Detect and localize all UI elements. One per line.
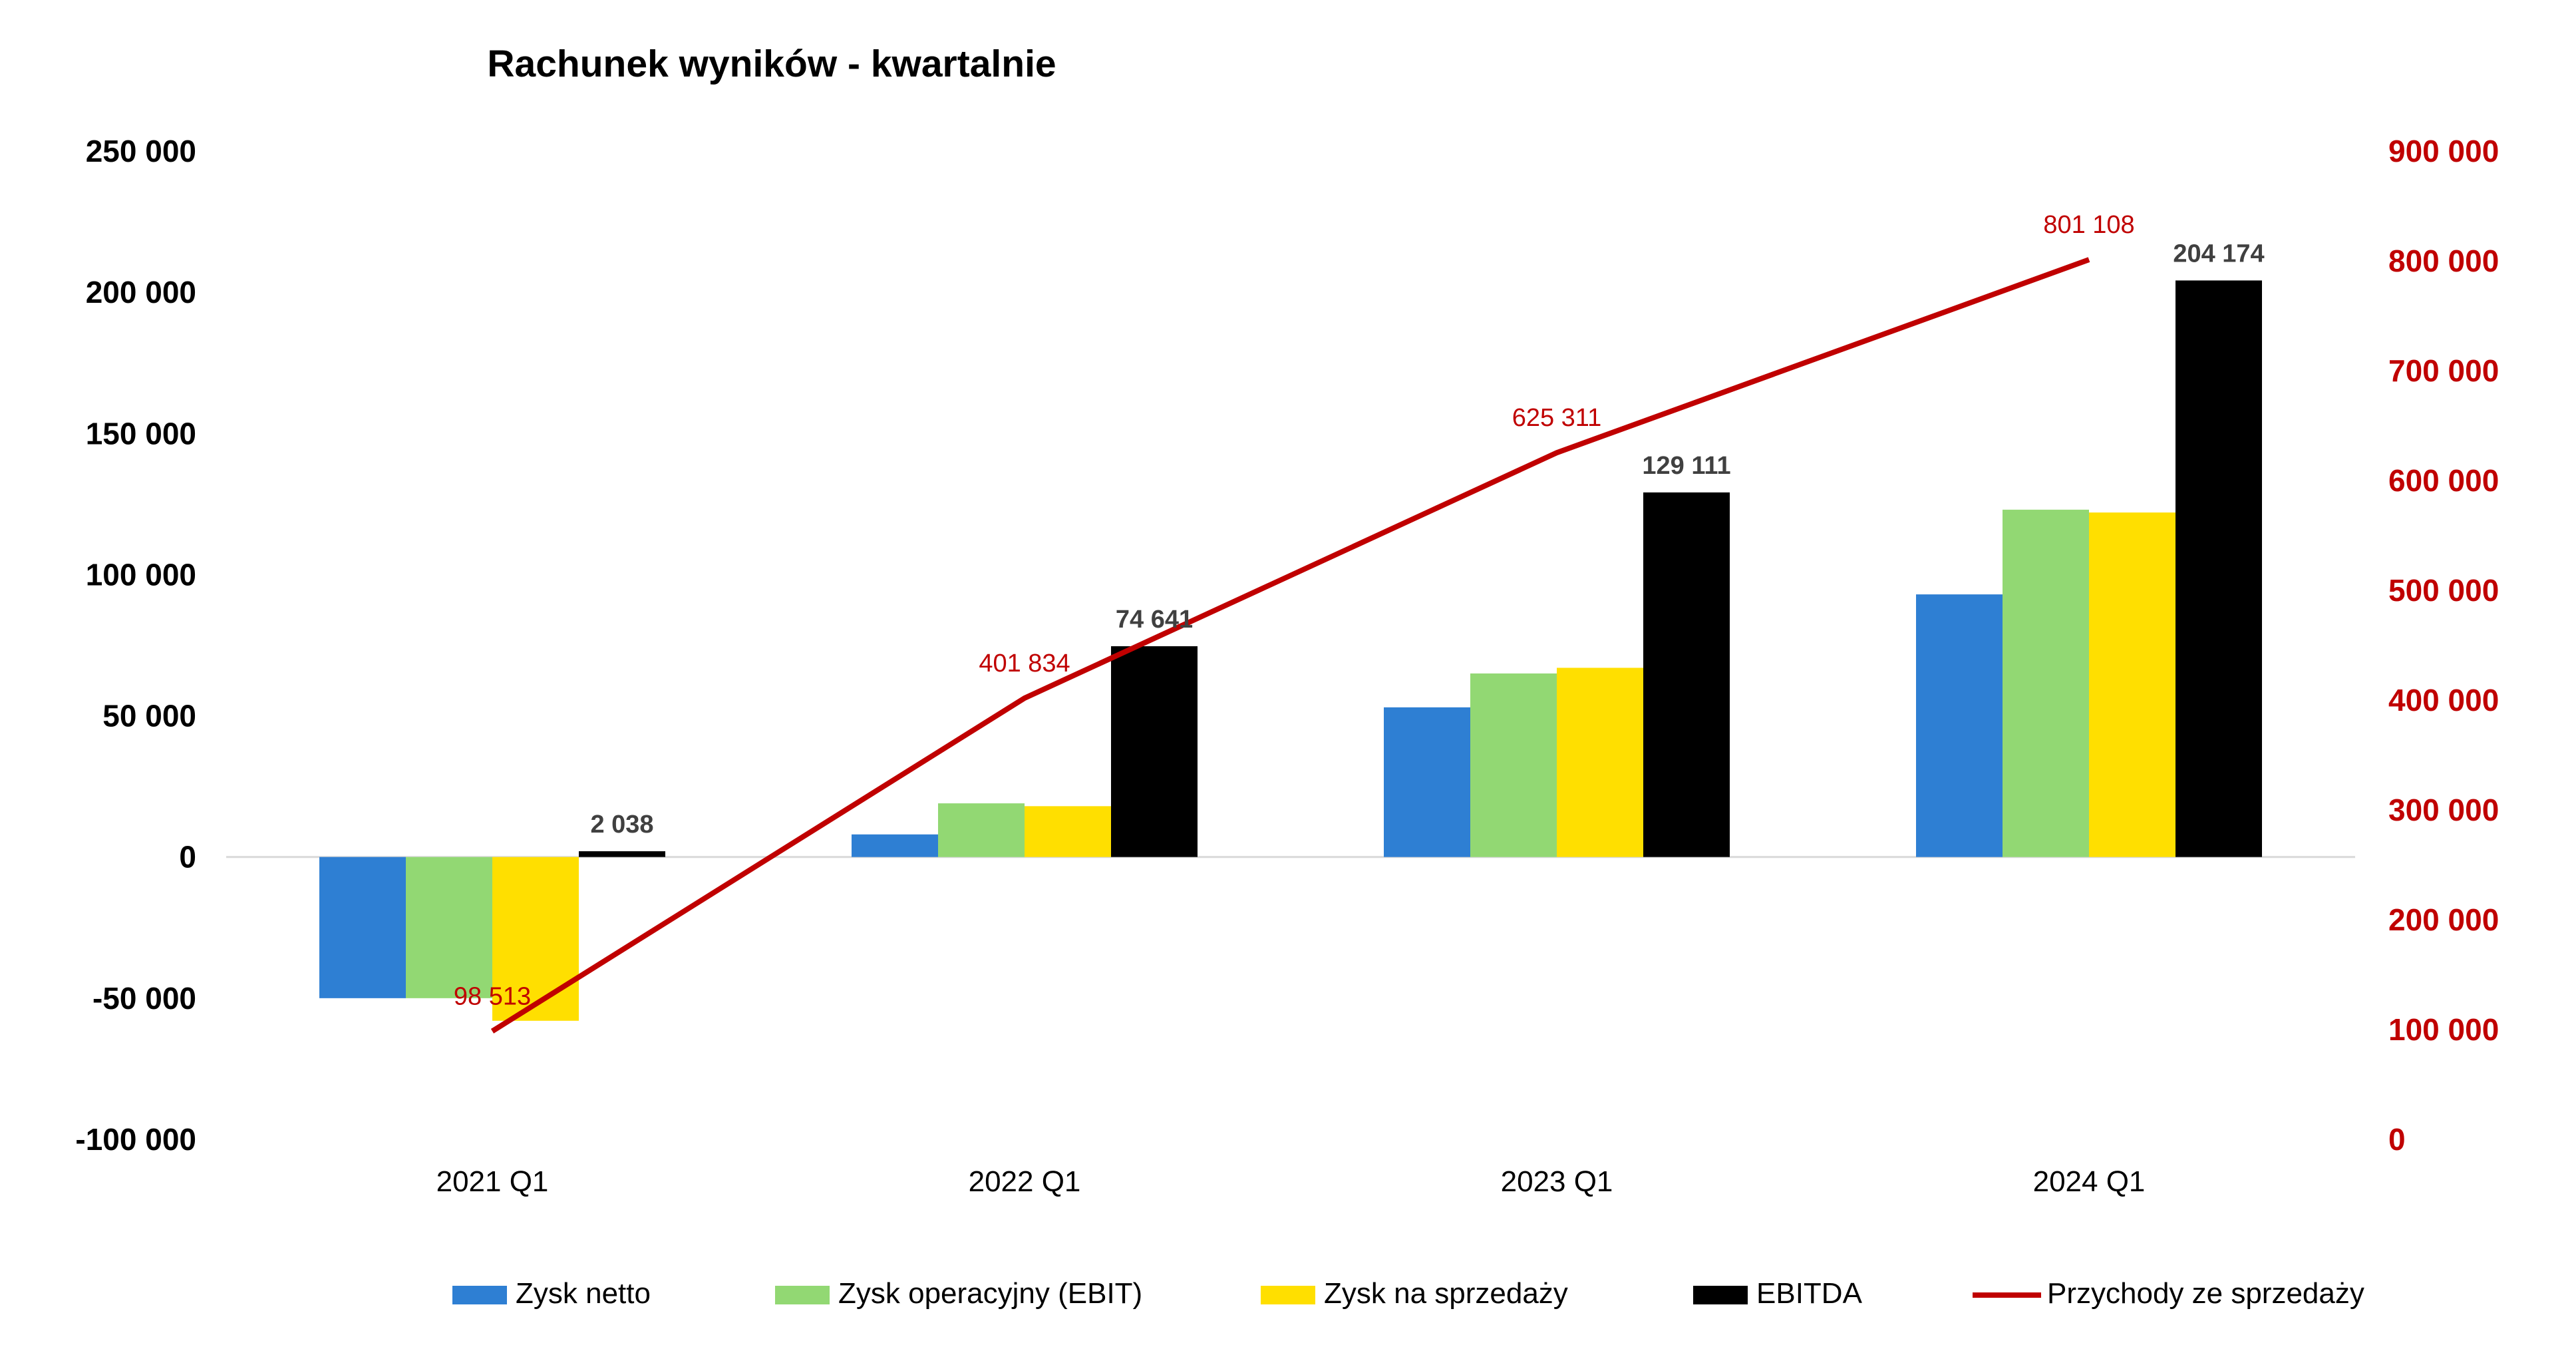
line-data-label: 625 311 — [1512, 404, 1602, 432]
bar-data-label: 129 111 — [1642, 452, 1730, 480]
line-series-group: 98 513 401 834 625 311 801 108 — [454, 211, 2135, 1034]
line-przychody-ze-sprzedazy — [490, 257, 2090, 1034]
bar-ebitda-2 — [1643, 492, 1730, 857]
bar-zysk-operacyjny-ebit--0 — [406, 857, 492, 998]
legend: Zysk netto Zysk operacyjny (EBIT) Zysk na … — [452, 1277, 2364, 1310]
bar-ebitda-0 — [579, 851, 665, 857]
bar-data-label: 204 174 — [2173, 240, 2264, 268]
left-axis-tick-label: 50 000 — [102, 699, 196, 733]
line-data-label: 801 108 — [2043, 211, 2134, 239]
right-axis-tick-label: 200 000 — [2388, 902, 2499, 937]
bar-zysk-na-sprzeda-y-0 — [492, 857, 579, 1021]
legend-label: Zysk netto — [516, 1277, 651, 1310]
line-data-label: 401 834 — [979, 650, 1070, 677]
left-axis-tick-label: 150 000 — [86, 416, 196, 451]
left-axis-tick-label: 250 000 — [86, 134, 196, 168]
right-axis-tick-label: 300 000 — [2388, 793, 2499, 827]
bar-zysk-na-sprzeda-y-2 — [1557, 668, 1643, 857]
legend-label: Zysk na sprzedaży — [1324, 1277, 1568, 1310]
bar-ebitda-1 — [1111, 646, 1198, 857]
legend-swatch — [1693, 1286, 1748, 1304]
right-axis-tick-label: 900 000 — [2388, 134, 2499, 168]
category-label: 2022 Q1 — [969, 1165, 1081, 1198]
category-labels-group: 2021 Q1 2022 Q1 2023 Q1 2024 Q1 — [436, 1165, 2146, 1198]
left-axis-tick-label: -50 000 — [92, 981, 196, 1016]
bar-zysk-na-sprzeda-y-1 — [1025, 806, 1111, 857]
bar-zysk-netto-2 — [1384, 707, 1470, 857]
bar-data-label: 74 641 — [1116, 606, 1193, 634]
left-axis-tick-label: -100 000 — [75, 1122, 196, 1157]
right-axis-tick-label: 500 000 — [2388, 573, 2499, 608]
category-label: 2021 Q1 — [436, 1165, 549, 1198]
right-axis-tick-label: 700 000 — [2388, 353, 2499, 388]
left-axis-tick-label: 100 000 — [86, 557, 196, 592]
bar-series-group — [319, 280, 2262, 1021]
bar-zysk-na-sprzeda-y-3 — [2089, 512, 2175, 857]
bar-zysk-operacyjny-ebit--2 — [1470, 673, 1557, 857]
right-axis-tick-label: 0 — [2388, 1122, 2406, 1157]
category-label: 2024 Q1 — [2033, 1165, 2146, 1198]
line-data-label: 98 513 — [454, 982, 531, 1010]
left-axis: 250 000 200 000 150 000 100 000 50 000 0 -50 0… — [75, 134, 196, 1157]
right-axis-tick-label: 400 000 — [2388, 683, 2499, 717]
bar-labels-group: 2 038 74 641 129 111 204 174 — [590, 240, 2264, 839]
legend-label: EBITDA — [1756, 1277, 1863, 1310]
bar-zysk-operacyjny-ebit--1 — [938, 803, 1025, 857]
right-axis-tick-label: 600 000 — [2388, 463, 2499, 498]
bar-zysk-netto-1 — [852, 834, 938, 857]
chart-title: Rachunek wyników - kwartalnie — [487, 43, 1056, 85]
legend-label: Przychody ze sprzedaży — [2047, 1277, 2364, 1310]
category-label: 2023 Q1 — [1501, 1165, 1613, 1198]
legend-swatch — [775, 1286, 830, 1304]
left-axis-tick-label: 200 000 — [86, 275, 196, 309]
bar-zysk-operacyjny-ebit--3 — [2003, 509, 2089, 857]
legend-swatch — [1261, 1286, 1315, 1304]
bar-zysk-netto-0 — [319, 857, 406, 998]
bar-ebitda-3 — [2175, 280, 2262, 857]
left-axis-tick-label: 0 — [179, 840, 196, 874]
right-axis: 900 000 800 000 700 000 600 000 500 000 400 0… — [2388, 134, 2499, 1157]
right-axis-tick-label: 800 000 — [2388, 244, 2499, 278]
legend-label: Zysk operacyjny (EBIT) — [838, 1277, 1142, 1310]
bar-zysk-netto-3 — [1916, 594, 2003, 857]
bar-data-label: 2 038 — [590, 811, 653, 839]
right-axis-tick-label: 100 000 — [2388, 1012, 2499, 1047]
legend-swatch — [452, 1286, 507, 1304]
